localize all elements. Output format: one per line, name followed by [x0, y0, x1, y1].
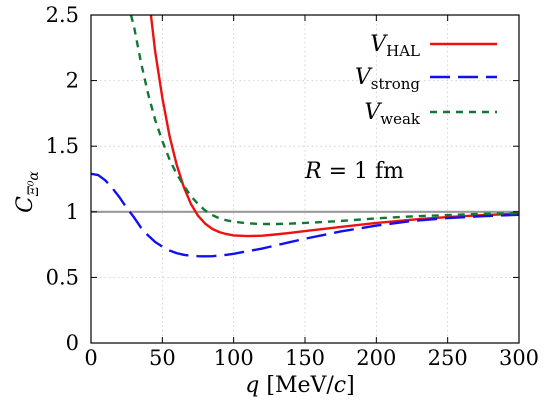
y-tick-label: 1 [66, 200, 79, 224]
series-line-strong [91, 172, 519, 258]
x-tick-label: 50 [149, 346, 176, 370]
x-axis-title: q [MeV/c] [245, 373, 354, 398]
x-tick-label: 300 [499, 346, 539, 370]
x-tick-label: 150 [285, 346, 325, 370]
series-line-weak [129, 15, 519, 226]
y-axis-title: CΞ⁰α [13, 171, 42, 213]
x-tick-label: 100 [214, 346, 254, 370]
annotation-radius: R = 1 fm [304, 159, 404, 184]
tick-labels: 0 50 100 150 200 250 300 0 0.5 1 1.5 2 2.5 [46, 3, 539, 370]
series-layer [91, 15, 519, 258]
legend-label-weak: Vweak [364, 100, 421, 128]
legend-label-strong: Vstrong [355, 65, 420, 93]
y-tick-label: 2.5 [46, 3, 79, 27]
x-tick-label: 200 [356, 346, 396, 370]
x-tick-label: 0 [84, 346, 97, 370]
x-tick-label: 250 [428, 346, 468, 370]
legend: VHAL Vstrong Vweak [355, 32, 497, 128]
y-tick-label: 0.5 [46, 265, 79, 289]
axis-ticks [90, 14, 520, 344]
legend-label-HAL: VHAL [370, 32, 420, 60]
y-tick-label: 0 [66, 331, 79, 355]
y-tick-label: 1.5 [46, 134, 79, 158]
series-line-HAL [149, 15, 519, 238]
y-tick-label: 2 [66, 69, 79, 93]
